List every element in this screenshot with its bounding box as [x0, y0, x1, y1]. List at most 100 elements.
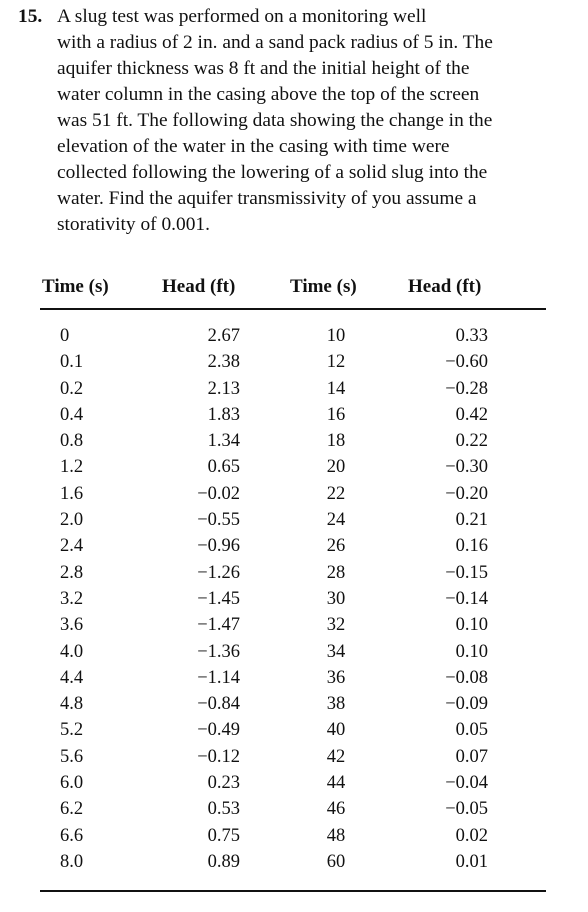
table-row: 4.8 −0.84 38 −0.09: [40, 691, 546, 717]
cell-head-1: 2.13: [207, 378, 240, 399]
cell-head-2: 0.10: [455, 615, 488, 636]
problem-text-line: collected following the lowering of a so…: [57, 162, 488, 183]
cell-time-1: 0: [60, 326, 70, 346]
table-body: 0 2.67 10 0.33 0.1 2.38 12 −0.60 0.2 2.13 14 −0.28 0…: [40, 323, 546, 875]
column-header-time-1: Time (s): [42, 276, 109, 297]
cell-time-1: 5.6: [60, 746, 84, 767]
cell-time-2: 18: [326, 431, 346, 452]
table-row: 0.2 2.13 14 −0.28: [40, 376, 546, 402]
problem-text-line: aquifer thickness was 8 ft and the initi…: [57, 58, 470, 79]
cell-time-1: 6.0: [60, 773, 84, 794]
cell-head-1: 0.23: [207, 773, 240, 794]
cell-head-1: 0.89: [207, 851, 240, 872]
table-row: 0.1 2.38 12 −0.60: [40, 349, 546, 375]
problem-text: A slug test was performed on a monitorin…: [57, 4, 569, 238]
table-row: 0.8 1.34 18 0.22: [40, 428, 546, 454]
cell-time-1: 6.2: [60, 799, 84, 820]
cell-time-1: 3.2: [60, 588, 84, 609]
problem-text-line: storativity of 0.001.: [57, 214, 210, 235]
cell-head-1: 1.83: [207, 404, 240, 425]
cell-time-2: 40: [326, 720, 346, 741]
cell-time-1: 2.0: [60, 510, 84, 531]
cell-head-1: −1.47: [197, 615, 240, 636]
table-row: 0 2.67 10 0.33: [40, 323, 546, 349]
cell-head-1: −0.84: [197, 694, 240, 715]
cell-time-1: 0.2: [60, 378, 84, 399]
table-row: 5.2 −0.49 40 0.05: [40, 717, 546, 743]
cell-head-2: 0.01: [455, 851, 488, 872]
cell-head-1: 1.34: [207, 431, 240, 452]
cell-time-2: 24: [326, 510, 346, 531]
cell-head-1: 2.67: [207, 326, 240, 346]
problem-text-line: A slug test was performed on a monitorin…: [57, 6, 427, 27]
cell-time-1: 5.2: [60, 720, 84, 741]
problem-text-line: was 51 ft. The following data showing th…: [57, 110, 493, 131]
cell-head-2: 0.21: [455, 510, 488, 531]
problem-text-line: water column in the casing above the top…: [57, 84, 480, 105]
table-row: 3.2 −1.45 30 −0.14: [40, 586, 546, 612]
cell-time-2: 36: [326, 667, 346, 688]
cell-time-2: 48: [326, 825, 346, 846]
table-row: 4.0 −1.36 34 0.10: [40, 639, 546, 665]
table-row: 6.2 0.53 46 −0.05: [40, 796, 546, 822]
cell-head-2: −0.28: [445, 378, 488, 399]
problem-statement: 15. A slug test was performed on a monit…: [18, 4, 578, 238]
table-row: 2.0 −0.55 24 0.21: [40, 507, 546, 533]
cell-time-1: 0.1: [60, 352, 84, 373]
cell-time-2: 46: [326, 799, 346, 820]
cell-head-2: −0.04: [445, 773, 488, 794]
cell-time-1: 1.2: [60, 457, 84, 478]
cell-time-2: 28: [326, 562, 346, 583]
cell-time-2: 26: [326, 536, 346, 557]
table-row: 2.8 −1.26 28 −0.15: [40, 560, 546, 586]
cell-head-1: −0.55: [197, 510, 240, 531]
table-row: 8.0 0.89 60 0.01: [40, 849, 546, 875]
cell-head-1: −0.96: [197, 536, 240, 557]
problem-number: 15.: [18, 6, 43, 27]
cell-time-2: 30: [326, 588, 346, 609]
cell-time-1: 1.6: [60, 483, 84, 504]
cell-time-2: 38: [326, 694, 346, 715]
table-row: 6.0 0.23 44 −0.04: [40, 770, 546, 796]
cell-time-1: 2.8: [60, 562, 84, 583]
table-row: 5.6 −0.12 42 0.07: [40, 744, 546, 770]
cell-time-2: 10: [326, 326, 346, 346]
table-row: 0.4 1.83 16 0.42: [40, 402, 546, 428]
cell-time-1: 6.6: [60, 825, 84, 846]
cell-head-2: 0.22: [455, 431, 488, 452]
cell-head-2: −0.60: [445, 352, 488, 373]
table-top-rule: [40, 308, 546, 310]
cell-head-1: −1.45: [197, 588, 240, 609]
column-header-head-2: Head (ft): [408, 276, 482, 297]
cell-head-2: 0.33: [455, 326, 488, 346]
table-row: 6.6 0.75 48 0.02: [40, 823, 546, 849]
cell-time-2: 42: [326, 746, 346, 767]
cell-time-1: 8.0: [60, 851, 84, 872]
cell-time-2: 14: [326, 378, 346, 399]
cell-time-2: 12: [326, 352, 346, 373]
problem-text-line: elevation of the water in the casing wit…: [57, 136, 450, 157]
cell-time-2: 32: [326, 615, 346, 636]
cell-time-2: 22: [326, 483, 346, 504]
cell-head-2: −0.15: [445, 562, 488, 583]
cell-time-1: 3.6: [60, 615, 84, 636]
problem-text-line: with a radius of 2 in. and a sand pack r…: [57, 32, 493, 53]
table-bottom-rule: [40, 890, 546, 892]
cell-head-1: −0.49: [197, 720, 240, 741]
cell-time-2: 20: [326, 457, 346, 478]
problem-text-line: water. Find the aquifer transmissivity o…: [57, 188, 477, 209]
cell-time-1: 4.0: [60, 641, 84, 662]
cell-head-2: 0.16: [455, 536, 488, 557]
cell-time-2: 44: [326, 773, 346, 794]
cell-head-2: 0.02: [455, 825, 488, 846]
cell-head-2: −0.05: [445, 799, 488, 820]
table-row: 1.6 −0.02 22 −0.20: [40, 481, 546, 507]
data-table: Time (s) Head (ft) Time (s) Head (ft) 0 2…: [40, 270, 546, 892]
cell-head-2: −0.20: [445, 483, 488, 504]
cell-head-1: 0.75: [207, 825, 240, 846]
cell-head-1: 0.65: [207, 457, 240, 478]
cell-head-2: −0.14: [445, 588, 488, 609]
cell-head-1: 0.53: [207, 799, 240, 820]
cell-head-2: 0.42: [455, 404, 488, 425]
cell-time-1: 0.4: [60, 404, 84, 425]
